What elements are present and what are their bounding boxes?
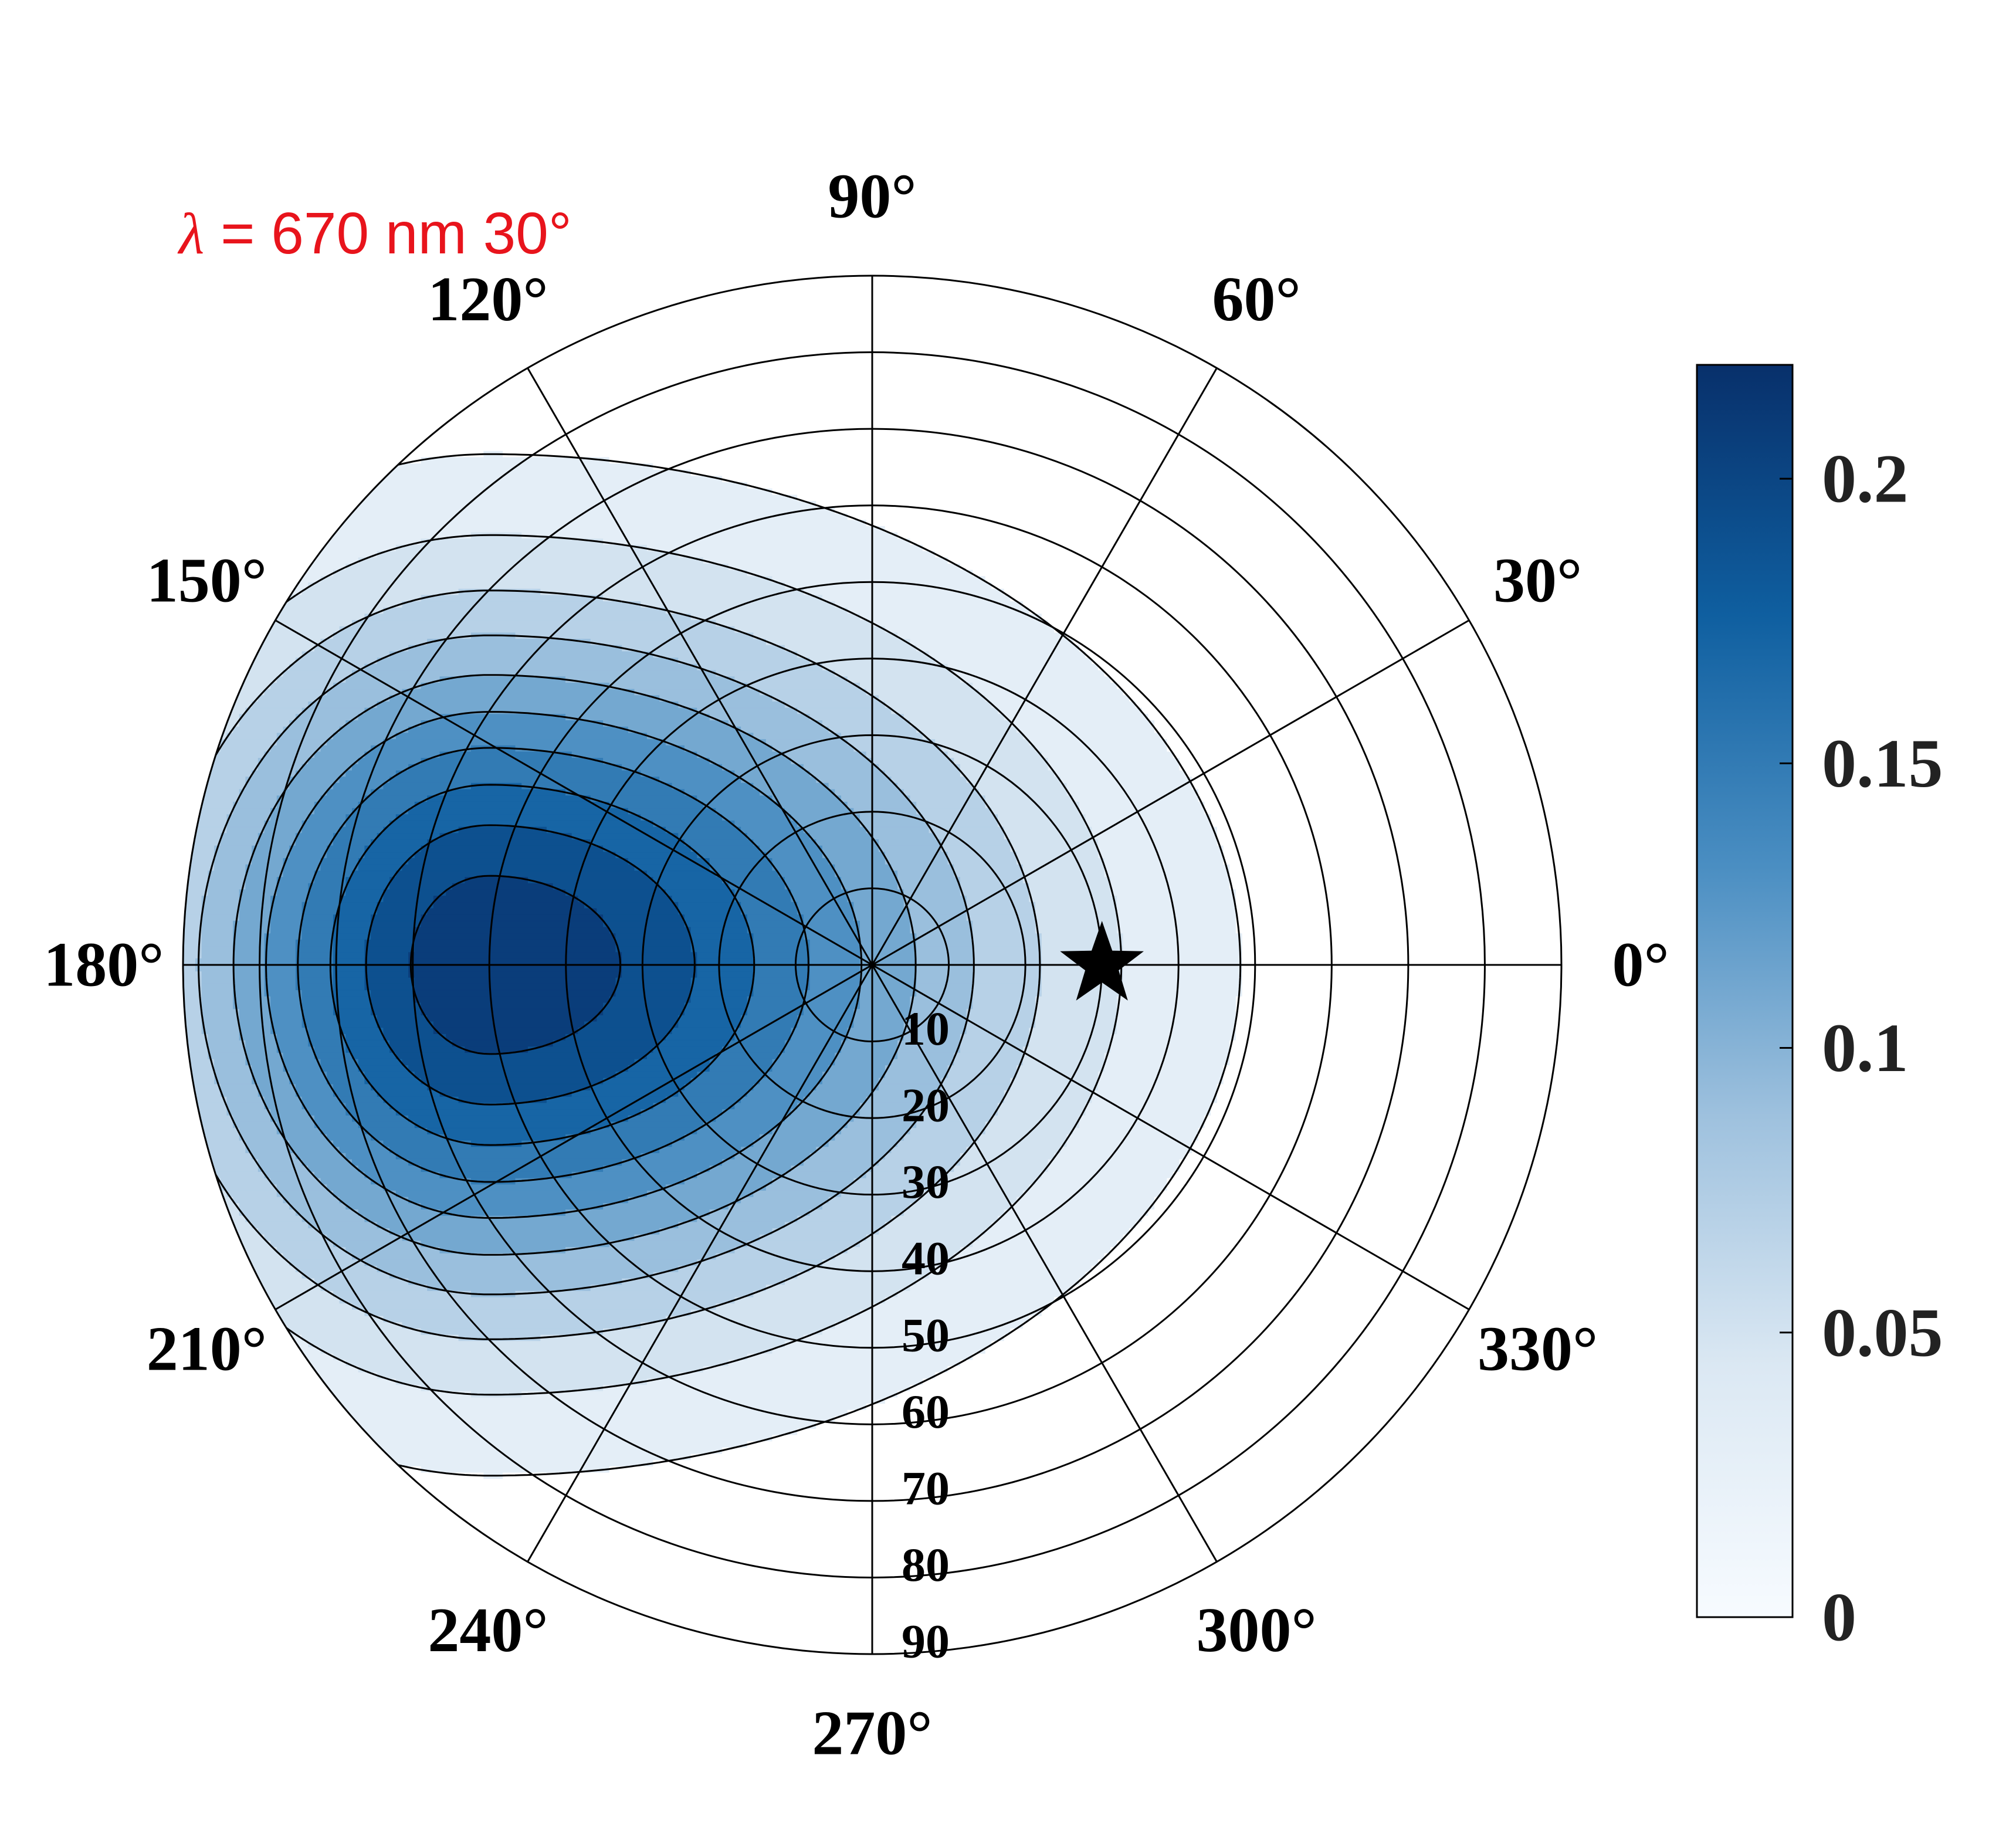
colorbar: 0 0.05 0.1 0.15 0.2 — [1696, 364, 1943, 1656]
contour-line-2 — [183, 589, 1041, 1340]
colorbar-tick-label-0: 0 — [1822, 1579, 1856, 1656]
polar-grid — [182, 275, 1563, 1655]
radial-tick-60: 60 — [902, 1385, 950, 1438]
radial-tick-50: 50 — [902, 1308, 950, 1361]
radial-tick-90: 90 — [902, 1615, 950, 1668]
colorbar-tick-label-3: 0.15 — [1822, 725, 1943, 802]
contour-line-6 — [297, 747, 809, 1183]
colorbar-ticks: 0 0.05 0.1 0.15 0.2 — [1780, 441, 1943, 1656]
colorbar-tick-label-1: 0.05 — [1822, 1294, 1943, 1371]
title-text: = 670 nm 30° — [204, 201, 572, 266]
radial-tick-80: 80 — [902, 1538, 950, 1591]
radial-tick-20: 20 — [902, 1079, 950, 1132]
angular-tick-210: 210° — [147, 1314, 267, 1384]
angular-tick-90: 90° — [828, 161, 916, 231]
angular-tick-240: 240° — [428, 1595, 548, 1665]
radial-tick-70: 70 — [902, 1461, 950, 1514]
angular-tick-150: 150° — [147, 546, 267, 615]
marker-layer — [1060, 921, 1144, 1001]
angular-grid-spoke-150 — [275, 619, 1470, 1310]
colorbar-gradient — [1696, 364, 1794, 1618]
title-lambda: λ — [177, 201, 204, 266]
contour-line-8 — [365, 824, 696, 1106]
sun-star-marker — [1060, 921, 1144, 1001]
radial-tick-labels: 10 20 30 40 50 60 70 80 90 — [902, 1002, 950, 1668]
colorbar-tick-label-4: 0.2 — [1822, 441, 1909, 517]
angular-tick-180: 180° — [43, 930, 164, 1000]
angular-tick-labels: 0° 30° 60° 90° 120° 150° 180° 210° 240° 270° 300° 3… — [43, 161, 1669, 1768]
radial-tick-40: 40 — [902, 1232, 950, 1285]
angular-tick-300: 300° — [1196, 1595, 1316, 1665]
contour-line-4 — [232, 674, 917, 1256]
radial-tick-30: 30 — [902, 1155, 950, 1208]
colorbar-tick-label-2: 0.1 — [1822, 1009, 1909, 1086]
angular-tick-330: 330° — [1478, 1314, 1598, 1384]
chart-title: λ = 670 nm 30° — [177, 201, 572, 266]
angular-tick-120: 120° — [428, 265, 548, 334]
radial-tick-10: 10 — [902, 1002, 950, 1055]
angular-tick-30: 30° — [1493, 546, 1582, 615]
angular-tick-60: 60° — [1212, 265, 1300, 334]
angular-tick-0: 0° — [1612, 930, 1669, 1000]
angular-tick-270: 270° — [812, 1699, 932, 1768]
contour-line-7 — [329, 784, 755, 1146]
